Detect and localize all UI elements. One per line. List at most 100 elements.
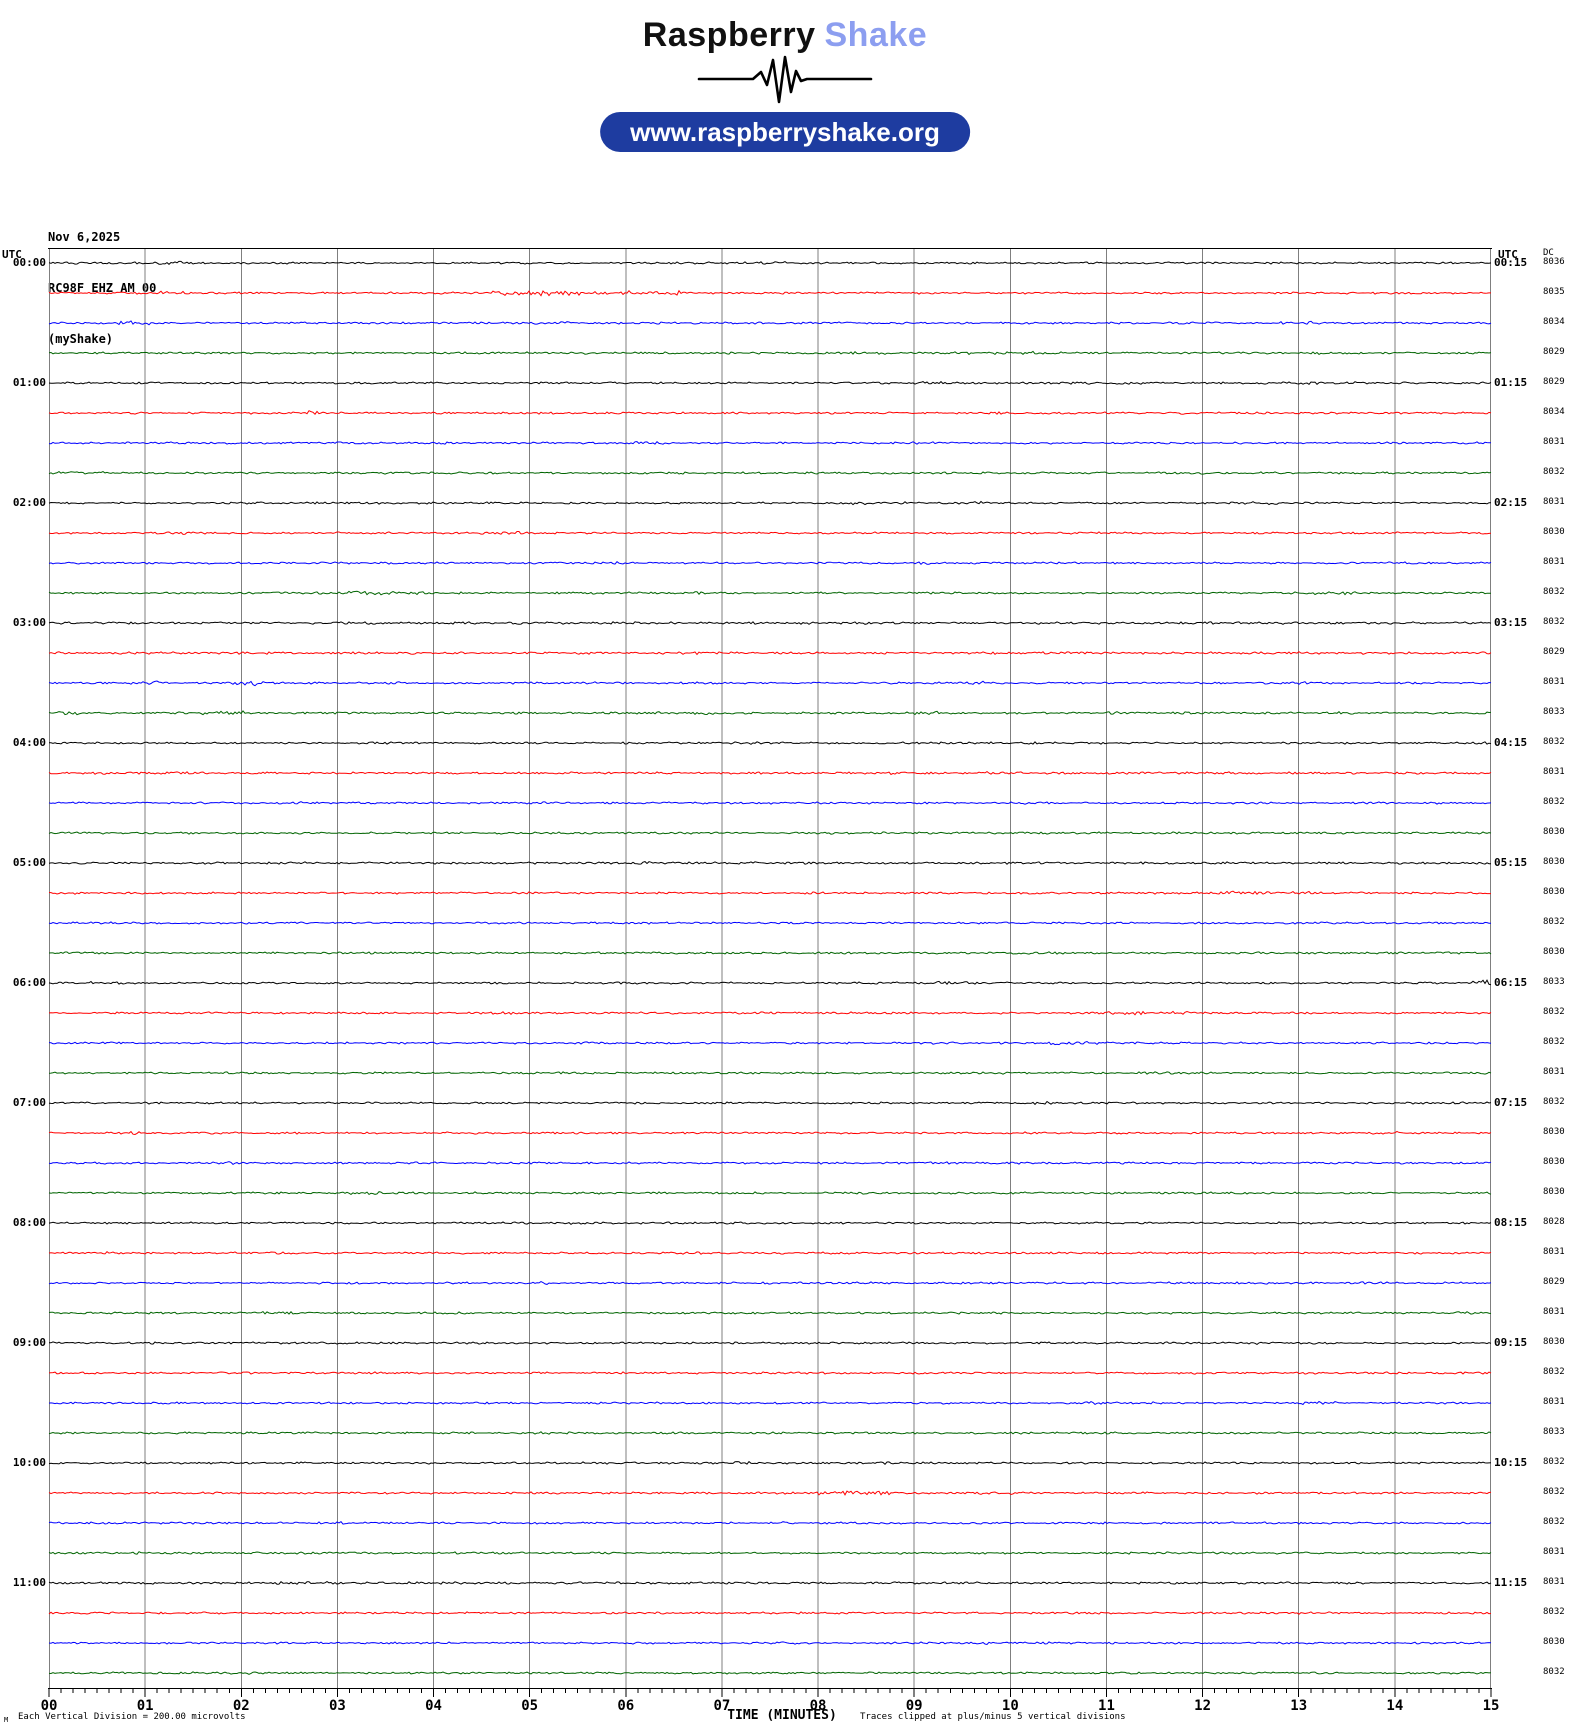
seismogram-trace-03:45: [48, 710, 1492, 716]
left-time-label: 03:00: [12, 616, 46, 629]
x-tick-label: 05: [521, 1698, 539, 1714]
x-tick-label: 03: [328, 1698, 346, 1714]
dc-value: 8032: [1543, 1037, 1565, 1047]
seismogram-trace-04:30: [48, 801, 1492, 805]
left-time-label: 09:00: [12, 1336, 46, 1349]
dc-value: 8028: [1543, 1217, 1565, 1227]
x-tick-label: 06: [617, 1698, 635, 1714]
left-time-label: 01:00: [12, 376, 46, 389]
right-time-label: 02:15: [1494, 496, 1528, 509]
seismogram-trace-03:15: [48, 651, 1492, 656]
dc-value: 8030: [1543, 1157, 1565, 1167]
seismogram-trace-06:15: [48, 1010, 1492, 1016]
seismogram-trace-11:45: [48, 1671, 1492, 1675]
left-time-label: 10:00: [12, 1456, 46, 1469]
seismogram-trace-05:45: [48, 951, 1492, 955]
left-time-label: 08:00: [12, 1216, 46, 1229]
dc-value: 8034: [1543, 317, 1565, 327]
dc-value: 8032: [1543, 1097, 1565, 1107]
seismogram-trace-06:00: [48, 979, 1492, 986]
right-time-label: 00:15: [1494, 256, 1528, 269]
seismogram-trace-08:30: [48, 1281, 1492, 1285]
seismogram-trace-05:30: [48, 921, 1492, 925]
seismogram-trace-01:45: [48, 470, 1492, 475]
seismogram-trace-07:45: [48, 1191, 1492, 1196]
dc-value: 8031: [1543, 1067, 1565, 1077]
dc-value: 8035: [1543, 287, 1565, 297]
record-date: Nov 6,2025: [48, 230, 121, 244]
dc-value: 8032: [1543, 467, 1565, 477]
seismogram-trace-07:30: [48, 1161, 1492, 1166]
seismogram-trace-01:30: [48, 440, 1492, 445]
left-utc-header: UTC: [2, 248, 22, 261]
dc-value: 8031: [1543, 1247, 1565, 1257]
x-axis-title: TIME (MINUTES): [727, 1708, 837, 1723]
dc-value: 8036: [1543, 257, 1565, 267]
clip-note: Traces clipped at plus/minus 5 vertical …: [860, 1712, 1126, 1722]
x-tick-label: 04: [425, 1698, 442, 1714]
x-tick-label: 11: [1098, 1698, 1115, 1714]
website-link[interactable]: www.raspberryshake.org: [600, 112, 970, 152]
seismogram-trace-11:00: [48, 1581, 1492, 1585]
seismogram-trace-00:30: [48, 320, 1492, 326]
station-name: (myShake): [48, 332, 114, 346]
x-tick-label: 01: [136, 1698, 154, 1714]
seismogram-trace-00:45: [48, 350, 1492, 356]
dc-value: 8030: [1543, 887, 1565, 897]
seismogram-trace-09:15: [48, 1371, 1492, 1375]
dc-value: 8029: [1543, 647, 1565, 657]
dc-value: 8029: [1543, 1277, 1565, 1287]
right-time-label: 11:15: [1494, 1576, 1528, 1589]
seismogram-trace-03:00: [48, 621, 1492, 625]
x-tick-label: 08: [809, 1698, 827, 1714]
x-tick-label: 02: [232, 1698, 250, 1714]
seismic-wave-icon: [0, 54, 1570, 108]
dc-value: 8031: [1543, 497, 1565, 507]
seismogram-trace-08:15: [48, 1251, 1492, 1255]
dc-value: 8034: [1543, 407, 1565, 417]
dc-value: 8032: [1543, 617, 1565, 627]
x-tick-label: 13: [1290, 1698, 1308, 1714]
x-tick-label: 00: [40, 1698, 58, 1714]
dc-value: 8030: [1543, 1637, 1565, 1647]
dc-column-header: DC: [1543, 248, 1554, 258]
dc-value: 8032: [1543, 1517, 1565, 1527]
right-time-label: 10:15: [1494, 1456, 1528, 1469]
dc-value: 8031: [1543, 1307, 1565, 1317]
brand-primary: Raspberry: [642, 16, 816, 54]
seismogram-trace-11:30: [48, 1641, 1492, 1646]
dc-value: 8033: [1543, 1427, 1565, 1437]
x-tick-label: 07: [713, 1698, 731, 1714]
dc-value: 8032: [1543, 587, 1565, 597]
dc-value: 8029: [1543, 377, 1565, 387]
seismogram-trace-02:15: [48, 531, 1492, 535]
x-tick-label: 14: [1386, 1698, 1404, 1714]
seismogram-trace-08:45: [48, 1310, 1492, 1315]
dc-value: 8032: [1543, 1487, 1565, 1497]
seismogram-trace-09:30: [48, 1400, 1492, 1406]
seismogram-trace-02:45: [48, 590, 1492, 596]
dc-value: 8031: [1543, 557, 1565, 567]
dc-value: 8030: [1543, 1127, 1565, 1137]
x-tick-label: 09: [905, 1698, 923, 1714]
scale-note: Each Vertical Division = 200.00 microvol…: [18, 1712, 246, 1722]
dc-value: 8031: [1543, 677, 1565, 687]
seismogram-trace-07:00: [48, 1100, 1492, 1106]
seismogram-trace-11:15: [48, 1611, 1492, 1615]
dc-value: 8031: [1543, 1547, 1565, 1557]
right-time-label: 04:15: [1494, 736, 1528, 749]
dc-value: 8030: [1543, 527, 1565, 537]
right-time-label: 03:15: [1494, 616, 1528, 629]
seismogram-trace-02:30: [48, 561, 1492, 566]
left-time-label: 07:00: [12, 1096, 46, 1109]
seismogram-trace-09:00: [48, 1341, 1492, 1345]
dc-value: 8032: [1543, 917, 1565, 927]
left-time-label: 05:00: [12, 856, 46, 869]
dc-value: 8031: [1543, 767, 1565, 777]
left-time-label: 06:00: [12, 976, 46, 989]
brand-secondary: Shake: [824, 16, 928, 54]
dc-value: 8032: [1543, 1007, 1565, 1017]
seismogram-trace-06:30: [48, 1040, 1492, 1046]
right-time-label: 09:15: [1494, 1336, 1528, 1349]
